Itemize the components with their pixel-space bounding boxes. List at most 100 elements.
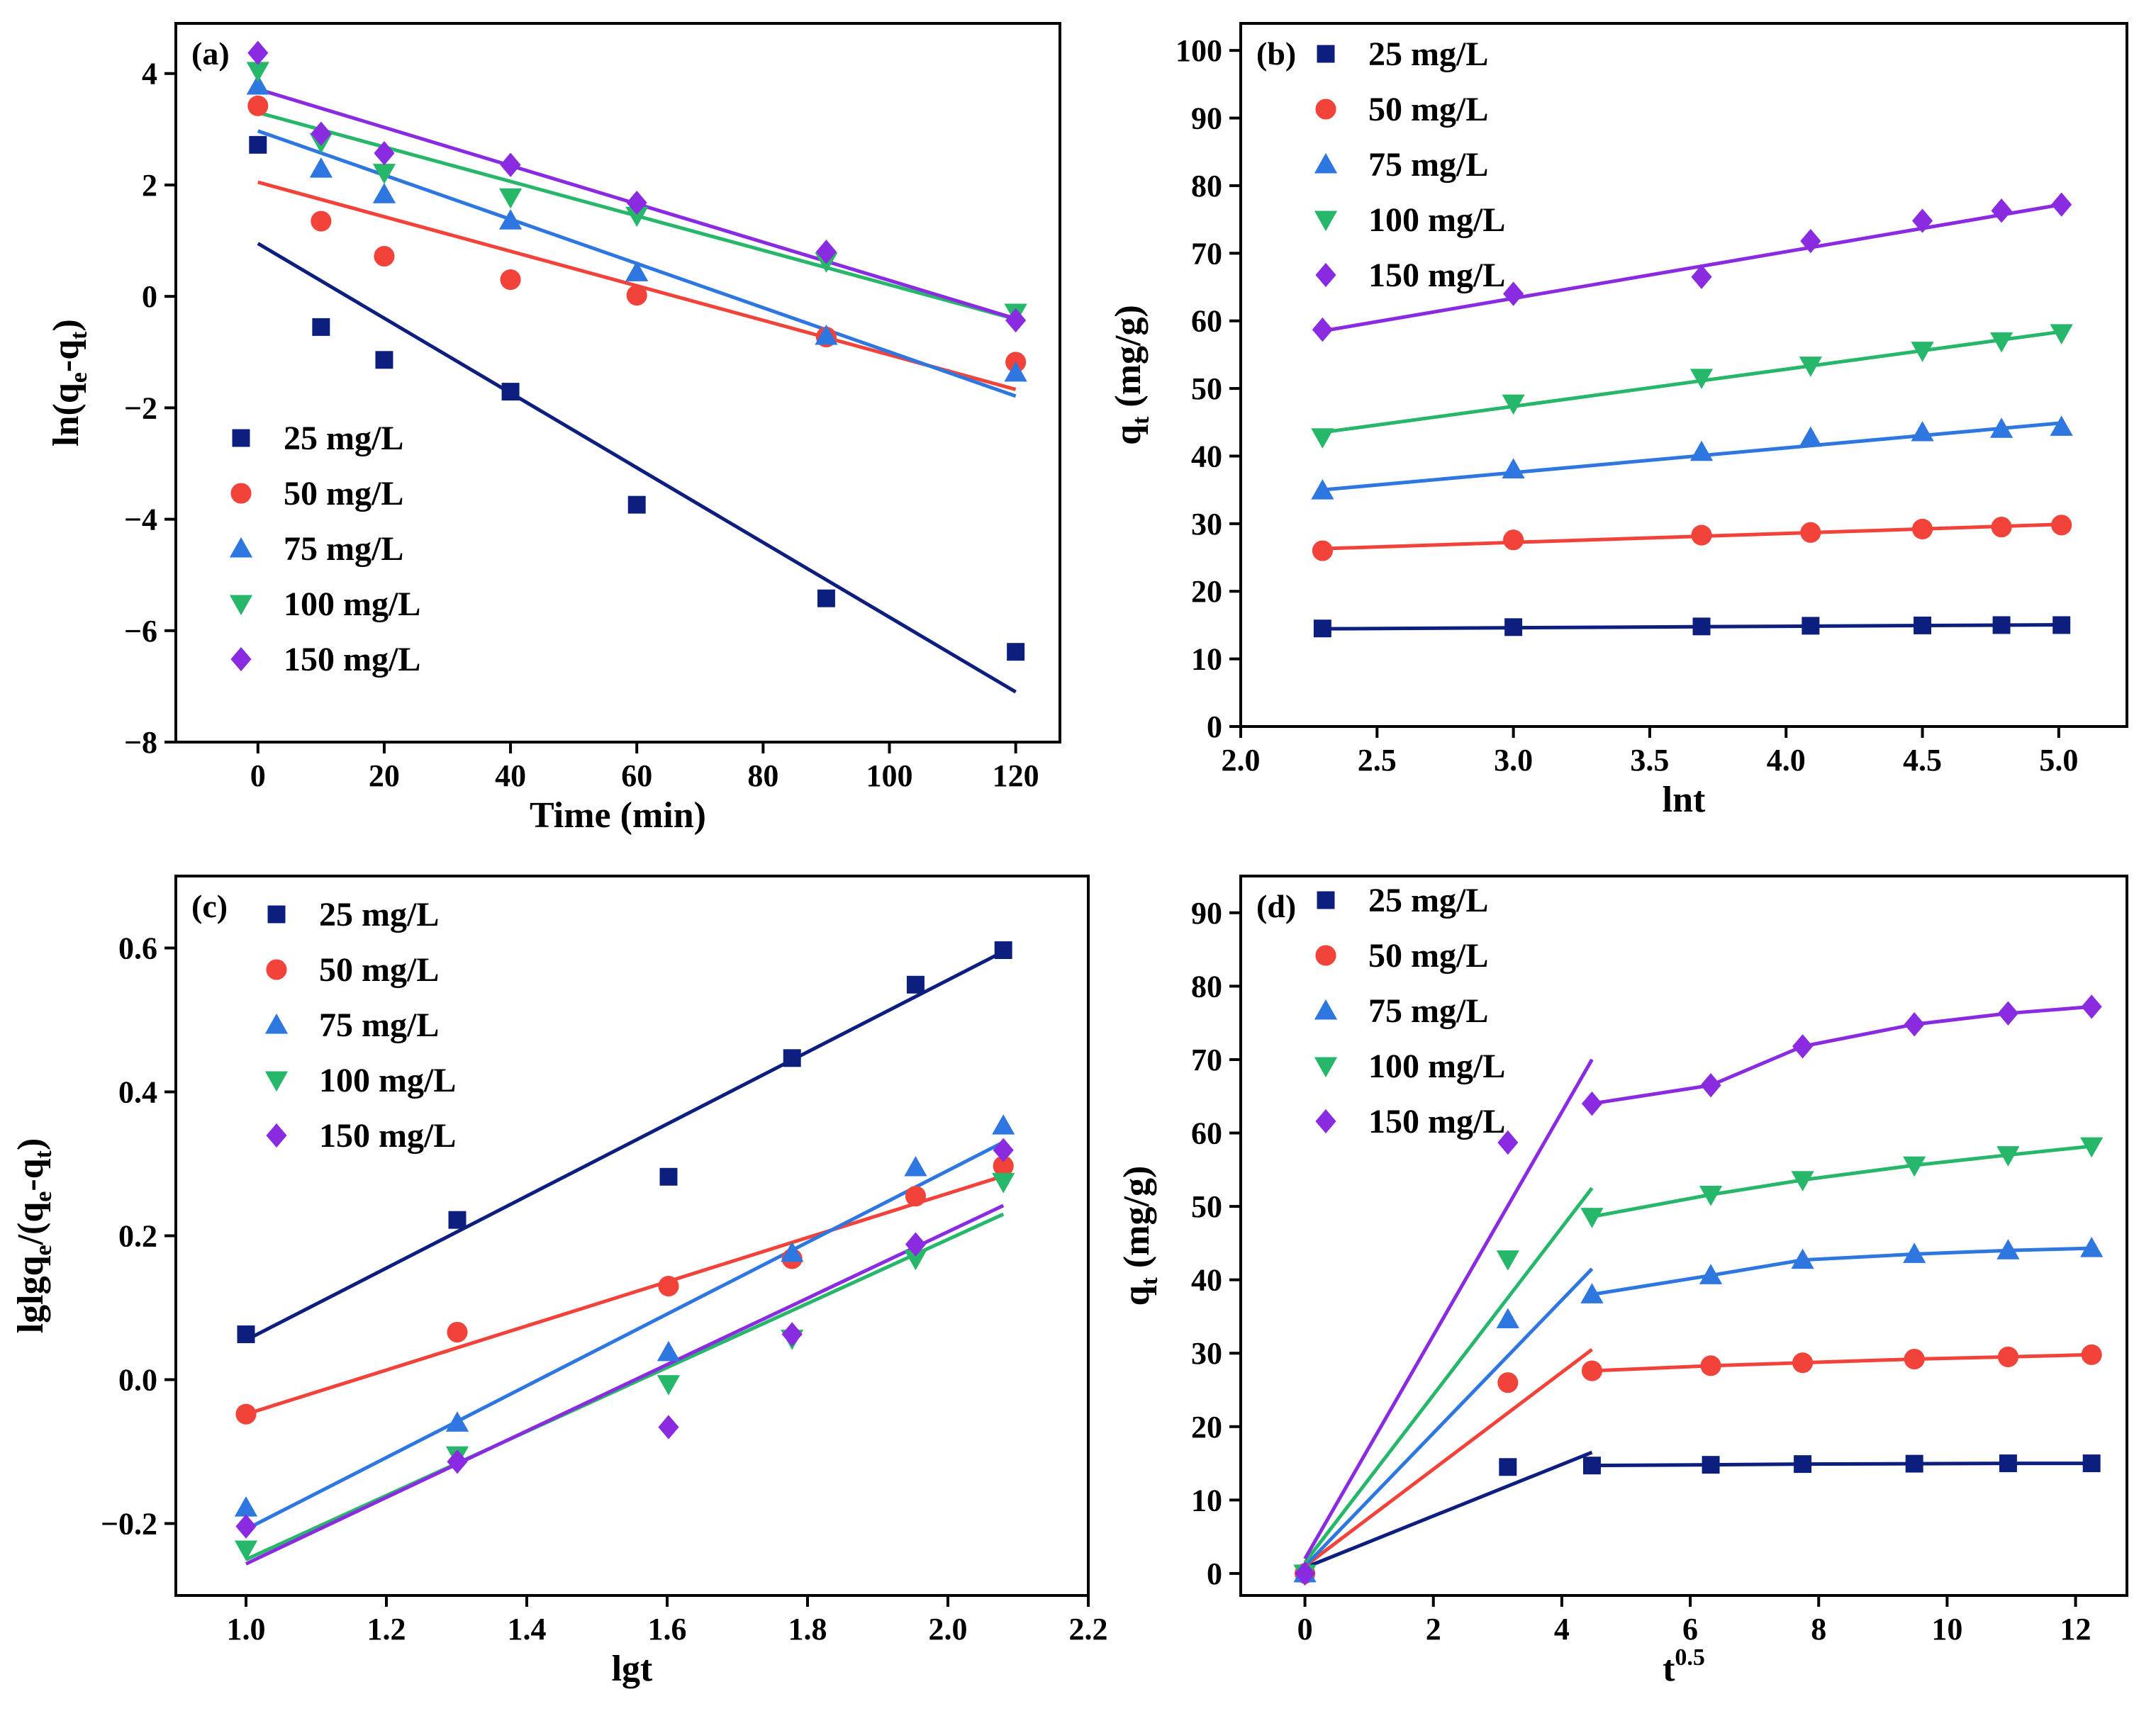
data-point <box>783 1049 801 1067</box>
data-point <box>2051 192 2072 217</box>
data-point <box>1691 264 1712 289</box>
y-tick-label: 0.4 <box>118 1075 157 1110</box>
data-point <box>1903 1242 1926 1263</box>
legend-marker <box>230 646 252 672</box>
data-point <box>625 261 649 281</box>
legend-marker <box>267 905 286 924</box>
panel-d: 0 2 4 6 8 10 12 0 10 20 30 40 50 60 70 80 90 t0.5 qt (mg/g… <box>1117 875 2128 1689</box>
legend: 25 mg/L 50 mg/L 75 mg/L 100 mg/L 150 mg/L <box>264 896 456 1155</box>
data-point <box>994 941 1012 960</box>
data-point <box>625 206 649 228</box>
fit-line-150-mg-L <box>1592 1004 2092 1106</box>
x-tick-label: 40 <box>495 758 526 793</box>
data-point <box>1504 618 1523 636</box>
legend-marker <box>1315 99 1336 120</box>
data-point <box>235 1514 257 1539</box>
legend-label: 150 mg/L <box>1368 257 1505 294</box>
data-point <box>1800 522 1821 543</box>
data-point <box>246 74 269 95</box>
data-layer <box>234 941 1015 1566</box>
data-point <box>447 1321 468 1343</box>
legend-marker <box>1315 262 1336 288</box>
y-tick-label: 30 <box>1191 1336 1222 1371</box>
data-point <box>1799 357 1822 377</box>
y-tick-label: 0.6 <box>118 931 157 966</box>
x-axis-label: t0.5 <box>1663 1644 1705 1689</box>
data-point <box>247 95 269 116</box>
data-point <box>311 121 332 146</box>
y-axis-label: qt (mg/g) <box>1108 305 1154 445</box>
data-point <box>906 975 925 994</box>
x-tick-label: 2.2 <box>1069 1612 1108 1647</box>
y-tick-label: 0.0 <box>118 1363 157 1398</box>
fit-line-75-mg-L <box>1322 421 2062 492</box>
x-tick-label: 1.8 <box>788 1612 827 1647</box>
fit-line-75-mg-L <box>245 1140 1005 1531</box>
fit-line-150-mg-L <box>1303 1058 1594 1560</box>
panel-a: 0 20 40 60 80 100 120 −8 −6 −4 −2 0 2 4 Time (min) ln(q… <box>46 22 1061 836</box>
data-point <box>445 1411 469 1432</box>
x-tick-label: 120 <box>993 758 1039 793</box>
y-tick-label: 4 <box>142 57 157 91</box>
data-point <box>249 135 267 154</box>
data-point <box>1792 1352 1814 1374</box>
data-point <box>992 1172 1015 1194</box>
y-tick-label: 0.2 <box>118 1219 157 1254</box>
data-point <box>1904 1348 1925 1370</box>
data-point <box>1799 426 1822 447</box>
fit-line-75-mg-L <box>1592 1246 2092 1296</box>
legend-label: 25 mg/L <box>1368 35 1488 73</box>
data-point <box>905 1232 927 1257</box>
fit-line-25-mg-L <box>257 242 1017 694</box>
legend-marker <box>229 537 253 558</box>
data-point <box>815 240 837 264</box>
fit-line-25-mg-L <box>1304 1450 1593 1569</box>
data-point <box>1700 1073 1721 1098</box>
data-point <box>1911 208 1933 233</box>
data-point <box>501 383 520 401</box>
y-tick-label: 2 <box>142 168 157 203</box>
y-tick-label: 90 <box>1191 896 1222 931</box>
data-point <box>309 157 333 178</box>
legend: 25 mg/L 50 mg/L 75 mg/L 100 mg/L 150 mg/L <box>1314 882 1505 1140</box>
data-point <box>500 269 521 291</box>
legend-marker <box>232 429 250 447</box>
data-point <box>658 1275 679 1297</box>
data-point <box>1905 1454 1923 1473</box>
data-point <box>1295 1561 1316 1586</box>
fit-line-100-mg-L <box>1592 1144 2092 1219</box>
x-tick-label: 2.0 <box>929 1612 968 1647</box>
x-tick-label: 8 <box>1811 1612 1826 1647</box>
data-point <box>500 152 521 177</box>
y-tick-label: 10 <box>1191 1483 1222 1518</box>
data-point <box>498 209 523 230</box>
data-point <box>1903 1156 1926 1177</box>
data-point <box>234 1496 258 1517</box>
data-point <box>1497 1372 1519 1393</box>
y-tick-label: −6 <box>124 614 157 649</box>
data-point <box>372 183 396 203</box>
data-point <box>1496 1250 1519 1271</box>
data-point <box>1800 228 1821 254</box>
data-point <box>1503 281 1524 306</box>
data-point <box>237 1325 255 1344</box>
plot-frame <box>174 22 1061 744</box>
data-point <box>1911 420 1934 442</box>
y-tick-label: −0.2 <box>101 1507 157 1542</box>
x-tick-label: 100 <box>866 758 913 793</box>
data-point <box>2081 1344 2102 1365</box>
data-point <box>1991 198 2012 223</box>
data-point <box>904 1155 927 1177</box>
legend-label: 50 mg/L <box>319 951 439 989</box>
data-point <box>659 1167 678 1186</box>
data-point <box>1580 1283 1604 1303</box>
data-point <box>2050 324 2073 344</box>
panel-label: (c) <box>191 888 228 924</box>
data-point <box>817 589 835 607</box>
x-tick-label: 5.0 <box>2039 743 2078 778</box>
data-point <box>1904 1012 1925 1037</box>
x-tick-label: 2.0 <box>1222 743 1261 778</box>
legend-marker <box>264 1071 289 1092</box>
x-tick-label: 1.4 <box>508 1612 547 1647</box>
legend-label: 75 mg/L <box>1368 146 1488 184</box>
